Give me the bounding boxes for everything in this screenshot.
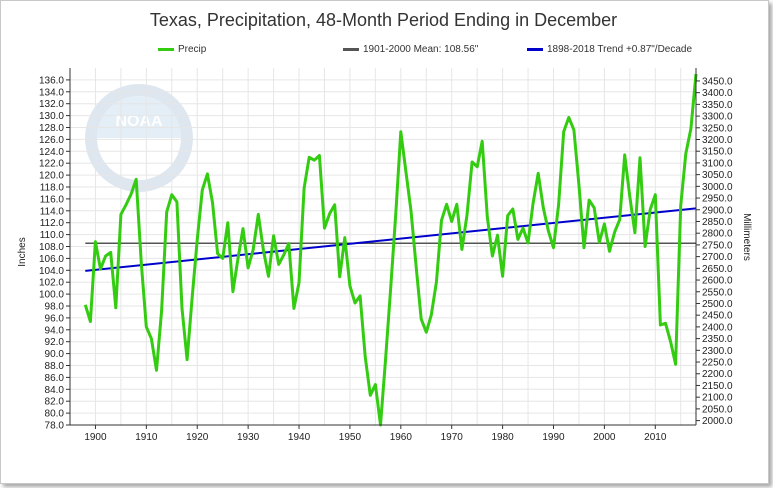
y-tick-label: 100.0	[39, 290, 64, 301]
y-tick-label: 84.0	[45, 385, 65, 396]
legend-item-mean[interactable]: 1901-2000 Mean: 108.56"	[343, 44, 478, 55]
x-tick-label: 1930	[237, 432, 260, 443]
y2-tick-label: 3450.0	[702, 76, 733, 87]
y2-tick-label: 2400.0	[702, 322, 733, 333]
y-tick-label: 102.0	[39, 278, 64, 289]
y-tick-label: 106.0	[39, 254, 64, 265]
y2-tick-label: 2650.0	[702, 264, 733, 275]
legend-label-trend: 1898-2018 Trend +0.87"/Decade	[547, 44, 693, 55]
y2-tick-label: 2050.0	[702, 404, 733, 415]
legend-swatch-trend	[527, 47, 543, 51]
y-tick-label: 114.0	[40, 206, 65, 217]
y2-tick-label: 3400.0	[702, 88, 733, 99]
y2-tick-label: 2900.0	[702, 205, 733, 216]
y-tick-label: 80.0	[45, 409, 65, 420]
y-tick-label: 90.0	[45, 349, 65, 360]
y-tick-label: 126.0	[39, 135, 64, 146]
chart-title: Texas, Precipitation, 48-Month Period En…	[149, 10, 618, 30]
y-tick-label: 136.0	[39, 75, 64, 86]
y-tick-label: 78.0	[45, 421, 65, 432]
y-tick-label: 118.0	[40, 183, 65, 194]
y-tick-label: 134.0	[39, 87, 64, 98]
legend-item-trend[interactable]: 1898-2018 Trend +0.87"/Decade	[527, 44, 692, 55]
y-tick-label: 130.0	[39, 111, 64, 122]
y2-tick-label: 2550.0	[702, 287, 733, 298]
y-tick-label: 128.0	[39, 123, 64, 134]
y-tick-label: 122.0	[39, 159, 64, 170]
x-tick-label: 1980	[491, 432, 514, 443]
y2-tick-label: 2750.0	[702, 240, 733, 251]
y-tick-label: 116.0	[40, 194, 65, 205]
y2-tick-label: 2500.0	[702, 299, 733, 310]
y2-tick-label: 2150.0	[702, 381, 733, 392]
legend-swatch-mean	[343, 47, 359, 51]
y-tick-label: 120.0	[39, 171, 64, 182]
y-tick-label: 82.0	[45, 397, 65, 408]
x-tick-label: 1960	[390, 432, 413, 443]
series-precip-line[interactable]	[83, 73, 698, 427]
y2-tick-label: 3150.0	[702, 147, 733, 158]
x-tick-label: 1900	[84, 432, 107, 443]
y2-tick-label: 2300.0	[702, 346, 733, 357]
x-tick-label: 1910	[135, 432, 158, 443]
y-tick-label: 86.0	[45, 373, 65, 384]
y-tick-label: 98.0	[45, 302, 65, 313]
x-tick-label: 1970	[441, 432, 464, 443]
legend-label-mean: 1901-2000 Mean: 108.56"	[363, 44, 479, 55]
y2-tick-label: 2700.0	[702, 252, 733, 263]
y2-tick-label: 3000.0	[702, 182, 733, 193]
y2-tick-label: 3250.0	[702, 123, 733, 134]
legend-item-precip[interactable]: Precip	[158, 44, 206, 55]
y2-tick-label: 3350.0	[702, 100, 733, 111]
y-tick-label: 104.0	[39, 266, 64, 277]
y2-tick-label: 2450.0	[702, 311, 733, 322]
noaa-logo-watermark: NOAA	[85, 84, 193, 192]
x-tick-label: 2010	[644, 432, 667, 443]
y-tick-label: 88.0	[45, 361, 65, 372]
y2-tick-label: 2100.0	[702, 393, 733, 404]
svg-text:NOAA: NOAA	[115, 113, 163, 130]
y2-tick-label: 3050.0	[702, 170, 733, 181]
y2-tick-label: 3200.0	[702, 135, 733, 146]
legend-label-precip: Precip	[178, 44, 207, 55]
x-tick-label: 1990	[542, 432, 565, 443]
x-tick-label: 2000	[593, 432, 616, 443]
y2-tick-label: 3300.0	[702, 112, 733, 123]
y2-tick-label: 3100.0	[702, 158, 733, 169]
x-tick-label: 1920	[186, 432, 209, 443]
y2-tick-label: 2850.0	[702, 217, 733, 228]
y2-tick-label: 2350.0	[702, 334, 733, 345]
y-tick-label: 132.0	[39, 99, 64, 110]
x-tick-label: 1940	[288, 432, 311, 443]
y-axis-title: Inches	[17, 237, 28, 266]
legend-swatch-precip	[158, 47, 174, 51]
y2-tick-label: 2800.0	[702, 229, 733, 240]
y-tick-label: 110.0	[40, 230, 65, 241]
y2-tick-label: 2600.0	[702, 276, 733, 287]
y-tick-label: 108.0	[39, 242, 64, 253]
y-tick-label: 92.0	[45, 337, 65, 348]
series-trend-line[interactable]	[85, 207, 697, 272]
y-tick-label: 94.0	[45, 325, 65, 336]
y-tick-label: 96.0	[45, 313, 65, 324]
y-tick-label: 112.0	[40, 218, 65, 229]
x-tick-label: 1950	[339, 432, 362, 443]
y2-tick-label: 2000.0	[702, 416, 733, 427]
y-tick-label: 124.0	[39, 147, 64, 158]
y2-tick-label: 2250.0	[702, 358, 733, 369]
y2-tick-label: 2200.0	[702, 369, 733, 380]
y2-tick-label: 2950.0	[702, 194, 733, 205]
y2-axis-title: Millimeters	[741, 213, 752, 261]
